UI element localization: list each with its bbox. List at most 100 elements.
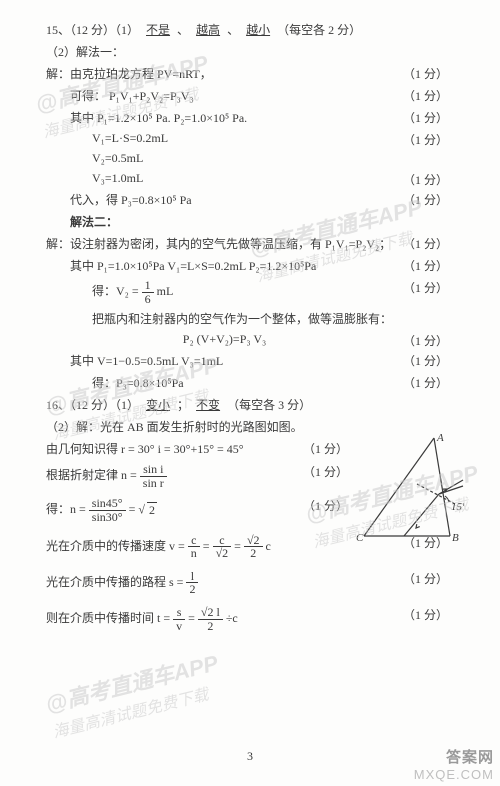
svg-text:15°: 15° xyxy=(451,501,464,513)
den: n xyxy=(188,547,200,560)
sep: 、 xyxy=(177,23,189,37)
q15-m6: （1 分） 其中 V=1−0.5=0.5mL V₃=1mL xyxy=(70,352,468,369)
prefix: 根据折射定律 n = xyxy=(46,468,140,482)
score: （1 分） xyxy=(403,606,448,623)
score: （1 分） xyxy=(403,570,448,587)
frac: 1 6 xyxy=(142,279,154,305)
sep: ； xyxy=(177,398,189,412)
q15-l7: （1 分） 代入，得 P₃=0.8×10⁵ Pa xyxy=(70,191,468,208)
q15-method2-label: 解法二： xyxy=(70,213,468,230)
frac: √2 l 2 xyxy=(198,606,223,632)
q15-suffix: （每空各 2 分） xyxy=(277,23,361,37)
q15-method1-label: （2）解法一： xyxy=(46,43,468,60)
q15-blank1: 不是 xyxy=(142,23,174,37)
text: 由几何知识得 r = 30° i = 30°+15° = 45° xyxy=(46,442,244,456)
num: c xyxy=(188,534,200,548)
score: （1 分） xyxy=(303,440,348,457)
q15-prefix: 15、（12 分）（1） xyxy=(46,23,139,37)
q15-l1: （1 分） 解：由克拉珀龙方程 PV=nRT， xyxy=(46,65,468,82)
score: （1 分） xyxy=(403,65,448,82)
den: √2 xyxy=(213,547,232,560)
eq: ÷c xyxy=(226,611,238,625)
q15-m5: （1 分） P₂ (V+V₂)=P₃ V₃ xyxy=(46,332,468,347)
text: V₂=0.5mL xyxy=(92,151,143,165)
q15-l2: （1 分） 可得： P₁V₁+P₂V₂=P₃V₃ xyxy=(70,87,468,104)
num: l xyxy=(186,570,198,584)
num: √2 xyxy=(244,534,263,548)
frac: c n xyxy=(188,534,200,560)
suffix: c xyxy=(266,538,271,552)
text: P₂ (V+V₂)=P₃ V₃ xyxy=(183,332,266,346)
q15-m3: （1 分） 得：V₂ = 1 6 mL xyxy=(92,279,468,305)
den: v xyxy=(173,620,185,633)
eq: = xyxy=(203,538,213,552)
prefix: 得：n = xyxy=(46,502,89,516)
num: s xyxy=(173,606,185,620)
answer-page: 15、（12 分）（1） 不是 、 越高 、 越小 （每空各 2 分） （2）解… xyxy=(0,0,500,786)
q16-l5: （1 分） 光在介质中传播的路程 s = l 2 xyxy=(46,570,468,596)
q15-m2: （1 分） 其中 P₁=1.0×10⁵Pa V₁=L×S=0.2mL P₂=1.… xyxy=(70,257,468,274)
text: 得：V₂ = xyxy=(92,284,142,298)
blank2: 不变 xyxy=(192,398,224,412)
text: 得：P₃=0.8×10⁵Pa xyxy=(92,376,184,390)
q15-m4: 把瓶内和注射器内的空气作为一个整体，做等温膨胀有： xyxy=(92,310,468,327)
score: （1 分） xyxy=(303,463,348,480)
prefix: 光在介质中的传播速度 v = xyxy=(46,538,188,552)
frac: s v xyxy=(173,606,185,632)
svg-text:C: C xyxy=(356,532,364,544)
q15-l6: （1 分） V₃=1.0mL xyxy=(92,171,468,186)
num: c xyxy=(213,534,232,548)
eq: = xyxy=(129,502,139,516)
eq: = xyxy=(188,611,198,625)
den: sin r xyxy=(140,477,167,490)
text: 其中 P₁=1.0×10⁵Pa V₁=L×S=0.2mL P₂=1.2×10⁵P… xyxy=(70,259,316,273)
prefix: 则在介质中传播时间 t = xyxy=(46,611,173,625)
score: （1 分） xyxy=(403,191,448,208)
score: （1 分） xyxy=(403,352,448,369)
brand-url: MXQE.COM xyxy=(414,767,494,782)
text: V₃=1.0mL xyxy=(92,171,143,185)
frac: sin45° sin30° xyxy=(89,497,126,523)
text: 解：由克拉珀龙方程 PV=nRT， xyxy=(46,67,212,81)
num: sin45° xyxy=(89,497,126,511)
q16-header: 16、（12 分）（1） 变小 ； 不变 （每空各 3 分） xyxy=(46,396,468,413)
radical-icon: √ xyxy=(138,503,145,517)
q15-l3: （1 分） 其中 P₁=1.2×10⁵ Pa. P₂=1.0×10⁵ Pa. xyxy=(70,109,468,126)
prism-svg: ABC15° xyxy=(354,432,464,552)
q15-header: 15、（12 分）（1） 不是 、 越高 、 越小 （每空各 2 分） xyxy=(46,21,468,38)
q15-blank2: 越高 xyxy=(192,23,224,37)
text: 解：设注射器为密闭，其内的空气先做等温压缩，有 P₁V₁=P₂V₂； xyxy=(46,237,391,251)
frac: √2 2 xyxy=(244,534,263,560)
blank1: 变小 xyxy=(142,398,174,412)
q16-l6: （1 分） 则在介质中传播时间 t = s v = √2 l 2 ÷c xyxy=(46,606,468,632)
frac: sin i sin r xyxy=(140,463,167,489)
prism-diagram: ABC15° xyxy=(354,432,464,556)
text: 其中 V=1−0.5=0.5mL V₃=1mL xyxy=(70,354,223,368)
score: （1 分） xyxy=(403,279,448,296)
den: 2 xyxy=(198,620,223,633)
svg-text:A: A xyxy=(436,432,444,444)
den: 2 xyxy=(186,583,198,596)
score: （1 分） xyxy=(403,171,448,188)
q15-l4: （1 分） V₁=L·S=0.2mL xyxy=(92,131,468,146)
suffix: （每空各 3 分） xyxy=(227,398,311,412)
score: （1 分） xyxy=(403,131,448,148)
score: （1 分） xyxy=(403,257,448,274)
q15-m7: （1 分） 得：P₃=0.8×10⁵Pa xyxy=(92,374,468,391)
brand: 答案网 xyxy=(414,746,494,767)
prefix: 光在介质中传播的路程 s = xyxy=(46,575,186,589)
den: sin30° xyxy=(89,511,126,524)
score: （1 分） xyxy=(403,332,448,349)
score: （1 分） xyxy=(303,497,348,514)
num: sin i xyxy=(140,463,167,477)
q15-l5: V₂=0.5mL xyxy=(92,151,468,166)
text: 代入，得 P₃=0.8×10⁵ Pa xyxy=(70,193,192,207)
q15-blank3: 越小 xyxy=(242,23,274,37)
den: 6 xyxy=(142,293,154,306)
den: 2 xyxy=(244,547,263,560)
eq: = xyxy=(234,538,244,552)
prefix: 16、（12 分）（1） xyxy=(46,398,139,412)
score: （1 分） xyxy=(403,235,448,252)
frac: l 2 xyxy=(186,570,198,596)
sqrt: 2 xyxy=(147,502,157,518)
